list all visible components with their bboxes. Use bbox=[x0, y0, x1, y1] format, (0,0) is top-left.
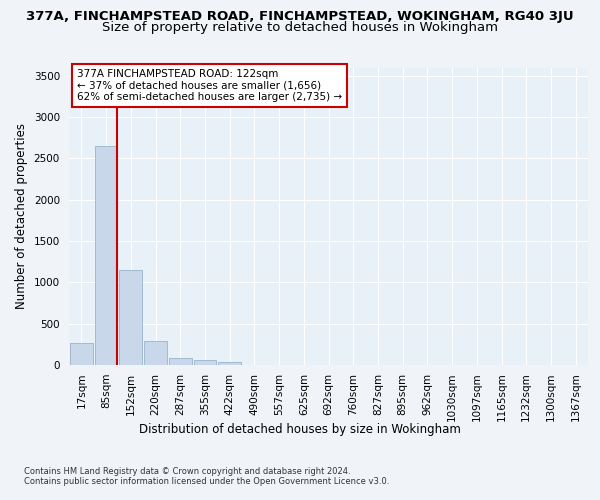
Text: 377A, FINCHAMPSTEAD ROAD, FINCHAMPSTEAD, WOKINGHAM, RG40 3JU: 377A, FINCHAMPSTEAD ROAD, FINCHAMPSTEAD,… bbox=[26, 10, 574, 23]
Bar bbox=[218, 362, 241, 365]
Text: 377A FINCHAMPSTEAD ROAD: 122sqm
← 37% of detached houses are smaller (1,656)
62%: 377A FINCHAMPSTEAD ROAD: 122sqm ← 37% of… bbox=[77, 69, 342, 102]
Bar bbox=[119, 270, 142, 365]
Bar bbox=[194, 360, 216, 365]
Bar bbox=[95, 146, 118, 365]
Text: Contains public sector information licensed under the Open Government Licence v3: Contains public sector information licen… bbox=[24, 478, 389, 486]
Text: Contains HM Land Registry data © Crown copyright and database right 2024.: Contains HM Land Registry data © Crown c… bbox=[24, 468, 350, 476]
Bar bbox=[70, 342, 93, 365]
Text: Distribution of detached houses by size in Wokingham: Distribution of detached houses by size … bbox=[139, 422, 461, 436]
Text: Size of property relative to detached houses in Wokingham: Size of property relative to detached ho… bbox=[102, 22, 498, 35]
Bar bbox=[169, 358, 191, 365]
Bar bbox=[144, 342, 167, 365]
Y-axis label: Number of detached properties: Number of detached properties bbox=[15, 123, 28, 309]
